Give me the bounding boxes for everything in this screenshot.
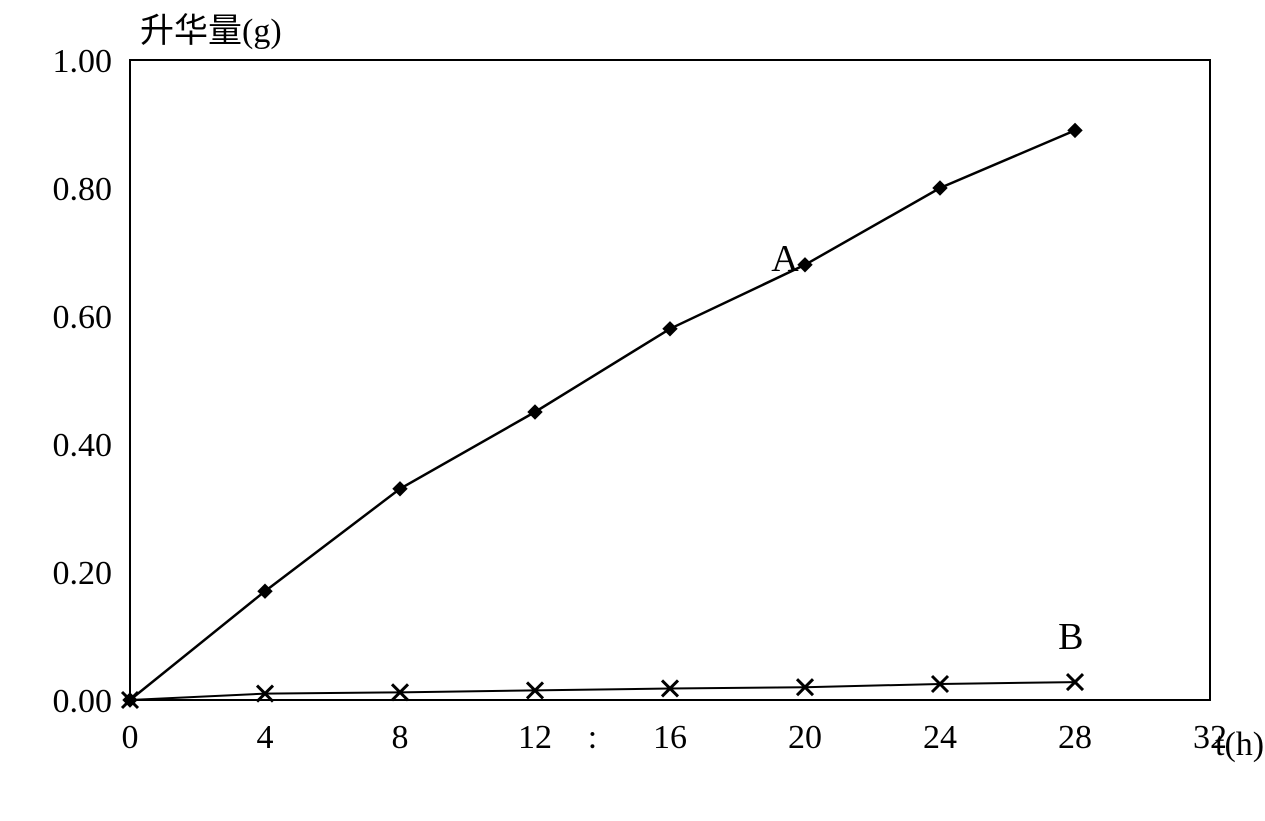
x-axis-decoration: :: [588, 719, 597, 756]
y-tick-label: 0.20: [53, 555, 113, 592]
x-tick-label: 24: [923, 719, 957, 756]
x-tick-label: 28: [1058, 719, 1092, 756]
y-tick-label: 0.60: [53, 299, 113, 336]
series-label-A: A: [771, 238, 799, 280]
x-tick-label: 4: [257, 719, 274, 756]
x-axis-label: t(h): [1215, 726, 1264, 763]
y-tick-label: 0.40: [53, 427, 113, 464]
x-tick-label: 0: [122, 719, 139, 756]
x-tick-label: 8: [392, 719, 409, 756]
x-tick-label: 12: [518, 719, 552, 756]
x-tick-label: 20: [788, 719, 822, 756]
y-tick-label: 0.00: [53, 683, 113, 720]
y-axis-label: 升华量(g): [140, 12, 282, 50]
y-tick-label: 1.00: [53, 43, 113, 80]
series-label-B: B: [1058, 616, 1083, 658]
y-tick-label: 0.80: [53, 171, 113, 208]
sublimation-chart: 0.000.200.400.600.801.00048121620242832:…: [0, 0, 1265, 821]
x-tick-label: 16: [653, 719, 687, 756]
chart-svg: 0.000.200.400.600.801.00048121620242832:…: [0, 0, 1265, 821]
